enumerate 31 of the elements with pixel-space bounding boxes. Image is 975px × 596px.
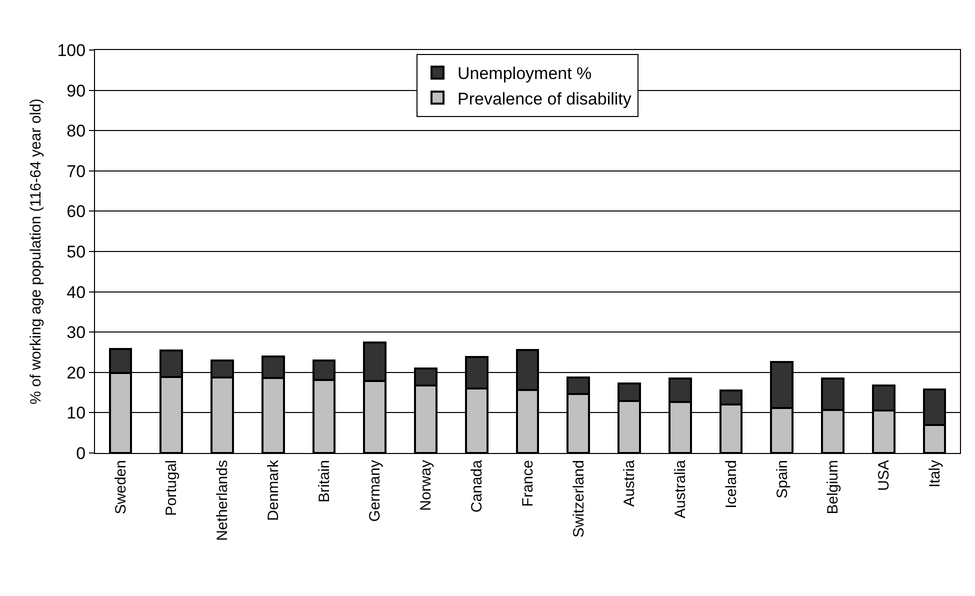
y-tick-label: 80 xyxy=(66,122,86,141)
x-tick-label: Switzerland xyxy=(570,460,588,538)
x-tick-label: Canada xyxy=(468,459,486,513)
y-axis-title: % of working age population (116-64 year old) xyxy=(27,98,44,404)
y-tick-label: 40 xyxy=(66,282,86,302)
x-tick-label: Austria xyxy=(621,459,638,507)
y-tick-label: 70 xyxy=(66,162,86,181)
legend-label: Unemployment % xyxy=(458,64,592,84)
y-tick-label: 10 xyxy=(66,404,86,423)
x-tick-label: Portugal xyxy=(163,460,180,516)
y-tick-label: 60 xyxy=(66,202,86,222)
legend-label: Prevalence of disability xyxy=(458,89,632,108)
x-tick-label: Spain xyxy=(774,460,791,498)
x-tick-label: Netherlands xyxy=(214,460,232,541)
x-tick-label: Norway xyxy=(418,460,435,511)
x-tick-label: Germany xyxy=(366,460,384,522)
x-tick-label: Italy xyxy=(926,460,944,488)
x-tick-label: France xyxy=(519,460,536,507)
y-tick-label: 50 xyxy=(66,242,86,262)
x-tick-label: Iceland xyxy=(722,460,740,508)
y-tick-label: 0 xyxy=(76,444,86,463)
x-tick-label: Sweden xyxy=(112,460,130,514)
y-tick-label: 20 xyxy=(66,363,86,382)
x-tick-label: Denmark xyxy=(264,460,282,521)
x-tick-label: Britain xyxy=(316,460,333,503)
x-tick-label: Belgium xyxy=(824,460,842,514)
x-tick-label: USA xyxy=(876,460,893,491)
x-tick-label: Australia xyxy=(672,459,690,518)
y-tick-label: 90 xyxy=(66,81,86,100)
y-tick-label: 30 xyxy=(66,323,86,342)
y-tick-label: 100 xyxy=(57,40,86,60)
